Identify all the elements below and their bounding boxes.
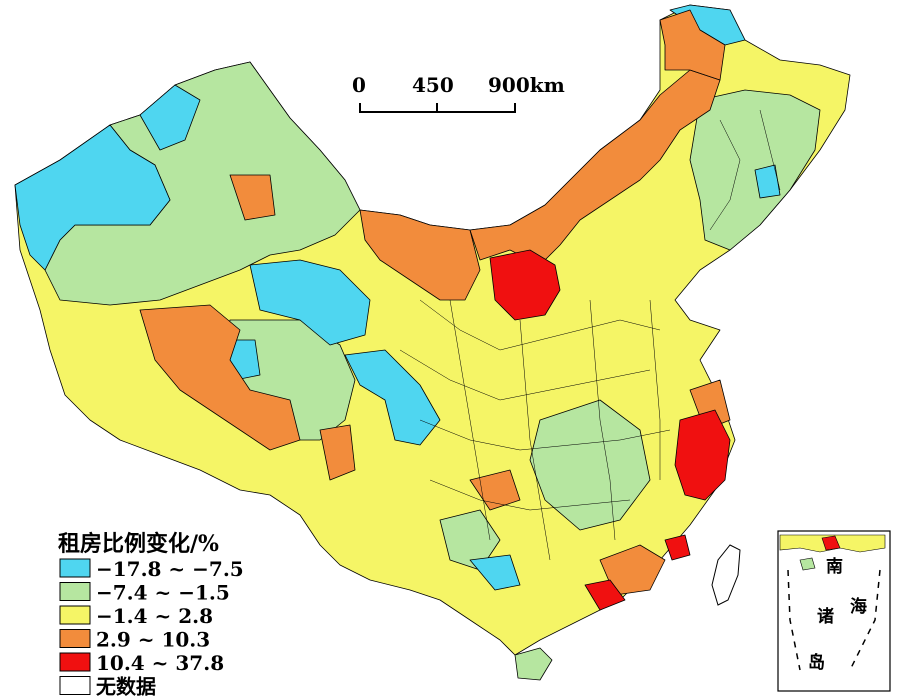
south-sea-inset: 南 海 诸 岛 <box>777 530 891 692</box>
legend-swatch-5 <box>59 676 91 695</box>
legend-label-1: −7.4 ~ −1.5 <box>96 581 230 605</box>
regions-orange <box>139 9 731 596</box>
county-boundaries <box>399 109 781 561</box>
legend-title: 租房比例变化/% <box>58 531 219 557</box>
legend-label-2: −1.4 ~ 2.8 <box>96 604 213 628</box>
inset-label-dao: 岛 <box>808 652 825 673</box>
legend-swatch-2 <box>59 605 91 625</box>
scale-label-0: 0 <box>352 73 366 97</box>
regions-blue <box>14 4 781 591</box>
inset-label-zhu: 诸 <box>817 606 834 627</box>
legend-label-5: 无数据 <box>96 675 156 697</box>
scale-bar: 0 450 900km <box>352 73 565 113</box>
legend-swatch-1 <box>59 582 91 601</box>
legend-swatch-4 <box>59 652 91 672</box>
regions-red <box>489 249 731 611</box>
legend-swatch-0 <box>59 558 91 578</box>
scale-label-900km: 900km <box>488 73 565 97</box>
legend-swatch-3 <box>59 629 91 648</box>
inset-label-nan: 南 <box>826 556 843 577</box>
scale-label-450: 450 <box>412 73 454 97</box>
legend-label-0: −17.8 ~ −7.5 <box>96 557 244 581</box>
taiwan-outline <box>711 544 741 606</box>
legend-label-3: 2.9 ~ 10.3 <box>96 628 210 652</box>
regions-light-green <box>44 61 821 571</box>
hainan-island <box>514 647 553 681</box>
legend: 租房比例变化/% −17.8 ~ −7.5−7.4 ~ −1.5−1.4 ~ 2… <box>58 531 244 697</box>
inset-label-hai: 海 <box>850 596 867 617</box>
legend-label-4: 10.4 ~ 37.8 <box>96 651 224 675</box>
